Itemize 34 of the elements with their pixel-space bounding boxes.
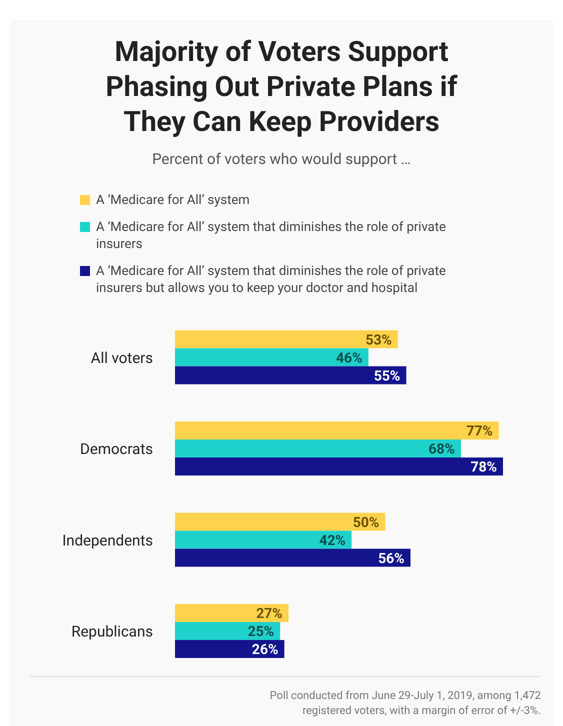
bar — [175, 604, 289, 622]
data-label: 46% — [336, 350, 362, 366]
legend-label: A ‘Medicare for All’ system that diminishes the role of private insurers but allows you to keep your doctor and hospital — [96, 263, 447, 297]
bar — [175, 330, 398, 348]
legend-label: A ‘Medicare for All’ system — [96, 192, 250, 209]
data-label: 68% — [428, 442, 455, 458]
data-label: 56% — [378, 550, 404, 567]
data-label: 53% — [365, 332, 392, 348]
bar — [175, 366, 406, 384]
data-label: 78% — [470, 460, 497, 476]
bar — [175, 530, 352, 549]
data-label: 42% — [319, 532, 346, 549]
bar — [175, 512, 386, 531]
bar — [175, 440, 461, 458]
chart-subtitle: Percent of voters who would support … — [151, 150, 412, 168]
data-label: 55% — [374, 368, 400, 384]
data-label: 77% — [466, 424, 493, 440]
legend-label: A ‘Medicare for All’ system that diminishes the role of private insurers — [96, 219, 447, 253]
bar — [175, 548, 410, 567]
bar — [175, 422, 499, 440]
y-tick-label: Independents — [62, 531, 153, 550]
bar — [175, 640, 284, 658]
data-label: 25% — [248, 624, 274, 640]
bar — [175, 622, 280, 640]
y-tick-label: Democrats — [80, 440, 153, 458]
bar — [175, 348, 368, 366]
y-tick-label: Republicans — [71, 622, 153, 641]
chart-title: Majority of Voters Support Phasing Out Private Plans if They Can Keep Providers — [104, 34, 458, 139]
text: Poll conducted from June 29-July 1, 2019, among 1,472 registered voters, with a margin of error of +/-3%. — [268, 688, 541, 718]
data-label: 26% — [252, 642, 278, 658]
data-label: 50% — [352, 514, 380, 531]
bar — [175, 458, 503, 476]
data-label: 27% — [256, 606, 283, 622]
y-tick-label: All voters — [90, 348, 153, 367]
